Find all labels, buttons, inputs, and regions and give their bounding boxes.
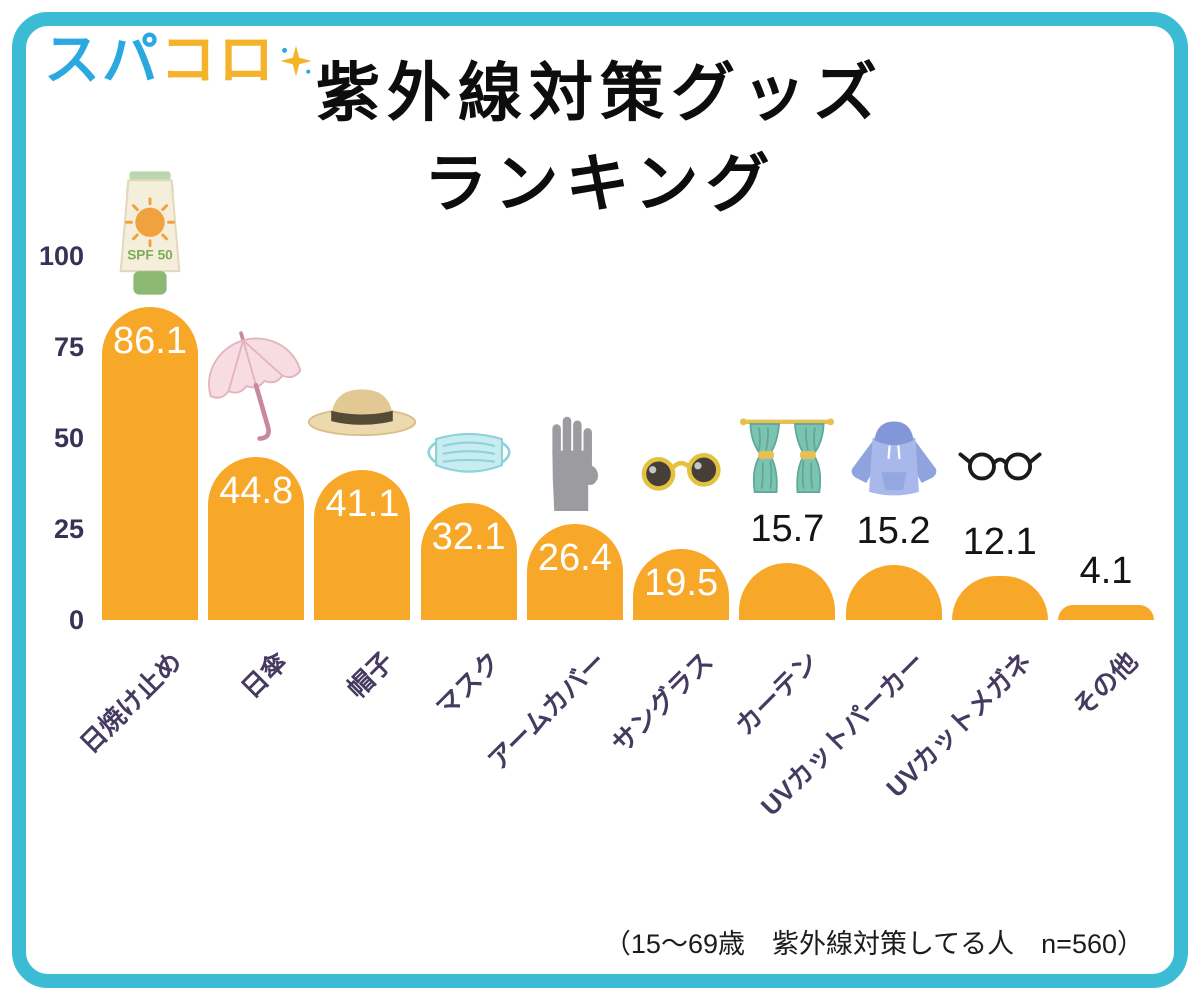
y-axis: 0 25 50 75 100	[0, 241, 86, 635]
logo-text-yellow: コロ	[160, 28, 276, 91]
title-line2: ランキング	[423, 147, 777, 220]
x-axis-label: その他	[1066, 646, 1144, 723]
bar	[739, 562, 836, 620]
hat-icon	[306, 378, 418, 438]
parasol-icon	[200, 329, 312, 447]
hoodie-icon	[845, 417, 943, 499]
x-axis-label: 日焼け止め	[74, 646, 188, 760]
x-axis-label: マスク	[429, 646, 506, 723]
bar-value-label: 41.1	[325, 483, 400, 526]
glasses-icon	[957, 444, 1043, 482]
chart-title: 紫外線対策グッズ ランキング	[0, 48, 1200, 230]
bar-value-label: 4.1	[1079, 550, 1133, 593]
sunglasses-icon	[631, 447, 731, 493]
curtain-icon	[739, 413, 835, 497]
sunscreen-icon: SPF 50	[106, 169, 194, 299]
y-tick-label: 25	[53, 514, 84, 544]
bar	[633, 549, 730, 620]
bar-chart: 86.1 SPF 50 日焼け止め 44.8 日傘 41.1 帽子 32.1 マスク 26.4 アー…	[74, 171, 1154, 821]
x-axis-label: サングラス	[605, 646, 719, 759]
bar	[208, 456, 305, 620]
y-tick-label: 50	[53, 423, 84, 453]
bar	[845, 564, 942, 620]
x-axis-label: カーテン	[729, 646, 825, 741]
bar-value-label: 32.1	[431, 516, 506, 559]
x-axis-label: 帽子	[341, 646, 400, 704]
logo-text-blue: スパ	[44, 28, 160, 91]
bar-value-label: 15.2	[856, 509, 931, 552]
arm-cover-icon	[544, 413, 606, 511]
bar	[526, 523, 623, 620]
bar-value-label: 26.4	[537, 536, 612, 579]
title-line1: 紫外線対策グッズ	[316, 57, 884, 129]
bar	[420, 503, 517, 620]
sparkle-icon	[276, 32, 314, 88]
bar	[951, 575, 1048, 620]
bar-value-label: 44.8	[219, 469, 294, 512]
bar	[1058, 605, 1154, 620]
y-tick-label: 75	[53, 332, 84, 362]
bar-value-label: 86.1	[113, 319, 187, 362]
logo: スパ コロ	[44, 32, 314, 88]
bar	[102, 306, 198, 620]
bar-value-label: 19.5	[644, 562, 719, 605]
bar-value-label: 15.7	[750, 507, 825, 550]
bar	[314, 470, 411, 620]
y-tick-label: 0	[68, 605, 84, 635]
mask-icon	[417, 425, 521, 481]
svg-text:SPF 50: SPF 50	[127, 247, 173, 262]
x-axis-label: 日傘	[235, 646, 294, 704]
footnote: （15〜69歳 紫外線対策してる人 n=560）	[603, 929, 1144, 959]
y-tick-label: 100	[38, 241, 84, 271]
bar-value-label: 12.1	[962, 520, 1037, 563]
